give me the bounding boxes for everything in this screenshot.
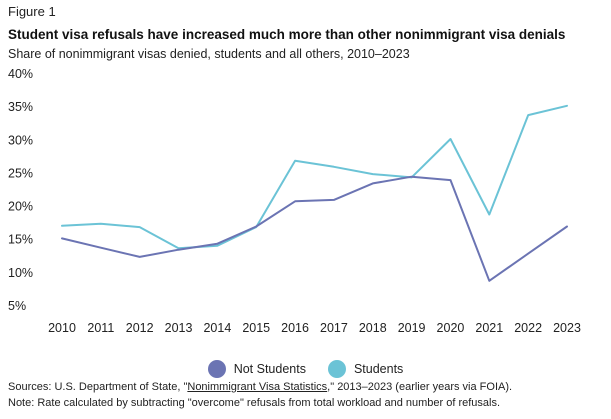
x-tick-label: 2018 [359,321,387,335]
line-chart: 5% 10% 15% 20% 25% 30% 35% 40% 2010 2011 2012 2013… [8,67,581,335]
x-tick-label: 2013 [165,321,193,335]
x-tick-label: 2022 [514,321,542,335]
legend-label-students: Students [353,362,404,376]
series-line-students [61,104,568,250]
legend-swatch-students [327,360,346,378]
x-tick-label: 2016 [281,321,309,335]
x-tick-label: 2015 [242,321,270,335]
figure-label: Figure 1 [8,4,56,19]
legend-item-students: Students [327,360,404,378]
x-tick-label: 2020 [437,321,465,335]
x-tick-label: 2010 [48,321,76,335]
x-axis-ticks: 2010 2011 2012 2013 2014 2015 2016 2017 2018 2019… [48,321,581,335]
x-tick-label: 2011 [87,321,114,335]
y-tick-label: 30% [8,133,33,147]
y-axis-ticks: 5% 10% 15% 20% 25% 30% 35% 40% [8,67,33,313]
y-tick-label: 20% [8,200,33,214]
y-tick-label: 25% [8,166,33,180]
x-tick-label: 2023 [553,321,581,335]
chart-subtitle: Share of nonimmigrant visas denied, stud… [8,47,410,61]
y-tick-label: 40% [8,67,33,81]
series-line-not-students [61,175,568,282]
y-tick-label: 10% [8,266,33,280]
y-tick-label: 15% [8,233,33,247]
source-prefix: Sources: U.S. Department of State, " [8,381,188,393]
source-link[interactable]: Nonimmigrant Visa Statistics [187,381,328,393]
x-tick-label: 2014 [203,321,231,335]
source-suffix: ," 2013–2023 (earlier years via FOIA). [327,381,513,393]
x-tick-label: 2019 [398,321,426,335]
legend-swatch-not-students [207,360,226,378]
x-tick-label: 2017 [320,321,348,335]
y-tick-label: 35% [8,100,33,114]
legend: Not Students Students [0,360,611,378]
legend-label-not-students: Not Students [233,362,306,376]
x-tick-label: 2012 [126,321,154,335]
series-lines [61,104,568,282]
x-tick-label: 2021 [475,321,503,335]
source-note: Sources: U.S. Department of State, "Noni… [8,381,512,393]
legend-item-not-students: Not Students [207,360,306,378]
y-tick-label: 5% [8,299,26,313]
method-note: Note: Rate calculated by subtracting "ov… [8,397,501,409]
chart-title: Student visa refusals have increased muc… [8,27,566,42]
